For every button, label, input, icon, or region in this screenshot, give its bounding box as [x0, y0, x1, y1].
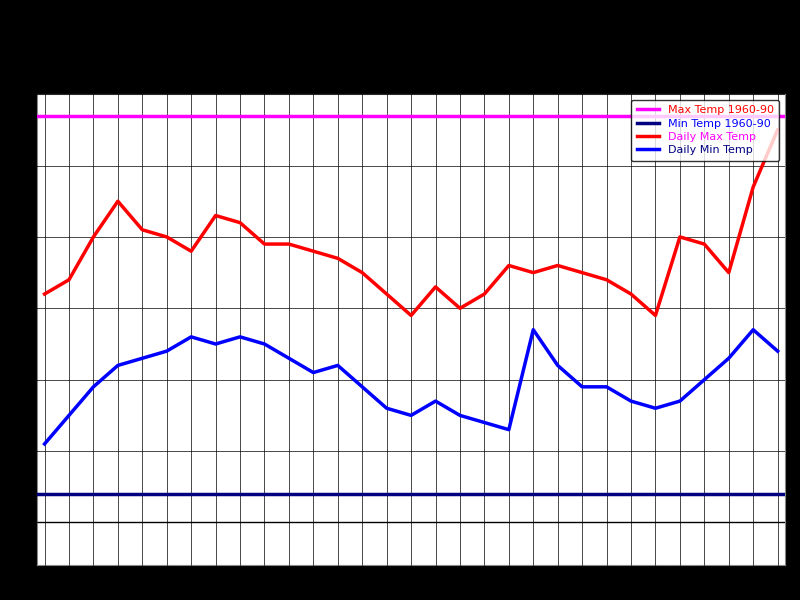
Min Temp 1960-90 [15, 490, 25, 497]
Daily Max Temp [748, 184, 758, 191]
Max Temp 1960-90 [40, 112, 50, 119]
Daily Max Temp [406, 312, 416, 319]
Daily Max Temp [358, 269, 367, 276]
Daily Max Temp [211, 212, 221, 219]
Daily Min Temp [455, 412, 465, 419]
Max Temp 1960-90 [15, 112, 25, 119]
Daily Min Temp [162, 347, 171, 355]
Min Temp 1960-90 [40, 490, 50, 497]
Daily Max Temp [284, 241, 294, 248]
Daily Min Temp [773, 347, 782, 355]
Daily Min Temp [529, 326, 538, 334]
Line: Daily Min Temp: Daily Min Temp [45, 330, 778, 444]
Daily Max Temp [675, 233, 685, 241]
Daily Max Temp [479, 290, 489, 298]
Daily Min Temp [138, 355, 147, 362]
Daily Min Temp [430, 398, 440, 405]
Daily Min Temp [602, 383, 611, 391]
Daily Max Temp [309, 248, 318, 255]
Daily Min Temp [626, 398, 636, 405]
Daily Min Temp [113, 362, 122, 369]
Daily Max Temp [260, 241, 270, 248]
Daily Max Temp [699, 241, 709, 248]
Daily Max Temp [529, 269, 538, 276]
Daily Max Temp [430, 283, 440, 290]
Daily Min Temp [284, 355, 294, 362]
Daily Min Temp [64, 412, 74, 419]
Text: Payhembury Temperatures: Payhembury Temperatures [306, 18, 494, 32]
Daily Min Temp [358, 383, 367, 391]
Daily Max Temp [113, 197, 122, 205]
Legend: Max Temp 1960-90, Min Temp 1960-90, Daily Max Temp, Daily Min Temp: Max Temp 1960-90, Min Temp 1960-90, Dail… [631, 100, 779, 161]
Daily Max Temp [64, 276, 74, 283]
Title: May 2013: May 2013 [380, 80, 442, 93]
Daily Max Temp [455, 305, 465, 312]
Daily Min Temp [40, 440, 50, 448]
Daily Max Temp [382, 290, 391, 298]
Daily Max Temp [626, 290, 636, 298]
Daily Min Temp [309, 369, 318, 376]
Daily Min Temp [748, 326, 758, 334]
Daily Max Temp [773, 126, 782, 133]
Daily Max Temp [553, 262, 562, 269]
Daily Min Temp [504, 426, 514, 433]
Daily Min Temp [235, 333, 245, 340]
Daily Min Temp [553, 362, 562, 369]
Daily Min Temp [333, 362, 342, 369]
Daily Min Temp [186, 333, 196, 340]
Daily Max Temp [186, 248, 196, 255]
Daily Max Temp [138, 226, 147, 233]
Daily Max Temp [235, 219, 245, 226]
Daily Max Temp [650, 312, 660, 319]
Daily Min Temp [578, 383, 587, 391]
Daily Min Temp [479, 419, 489, 426]
Daily Min Temp [260, 340, 270, 347]
Daily Max Temp [578, 269, 587, 276]
Line: Daily Max Temp: Daily Max Temp [45, 130, 778, 316]
Daily Min Temp [382, 404, 391, 412]
Daily Max Temp [162, 233, 171, 241]
Daily Max Temp [40, 290, 50, 298]
Daily Min Temp [650, 404, 660, 412]
Daily Min Temp [89, 383, 98, 391]
Daily Min Temp [675, 398, 685, 405]
Daily Min Temp [724, 355, 734, 362]
Daily Max Temp [602, 276, 611, 283]
Daily Max Temp [89, 233, 98, 241]
Daily Min Temp [406, 412, 416, 419]
Daily Max Temp [504, 262, 514, 269]
Daily Max Temp [333, 255, 342, 262]
Daily Max Temp [724, 269, 734, 276]
Daily Min Temp [211, 340, 221, 347]
Daily Min Temp [699, 376, 709, 383]
